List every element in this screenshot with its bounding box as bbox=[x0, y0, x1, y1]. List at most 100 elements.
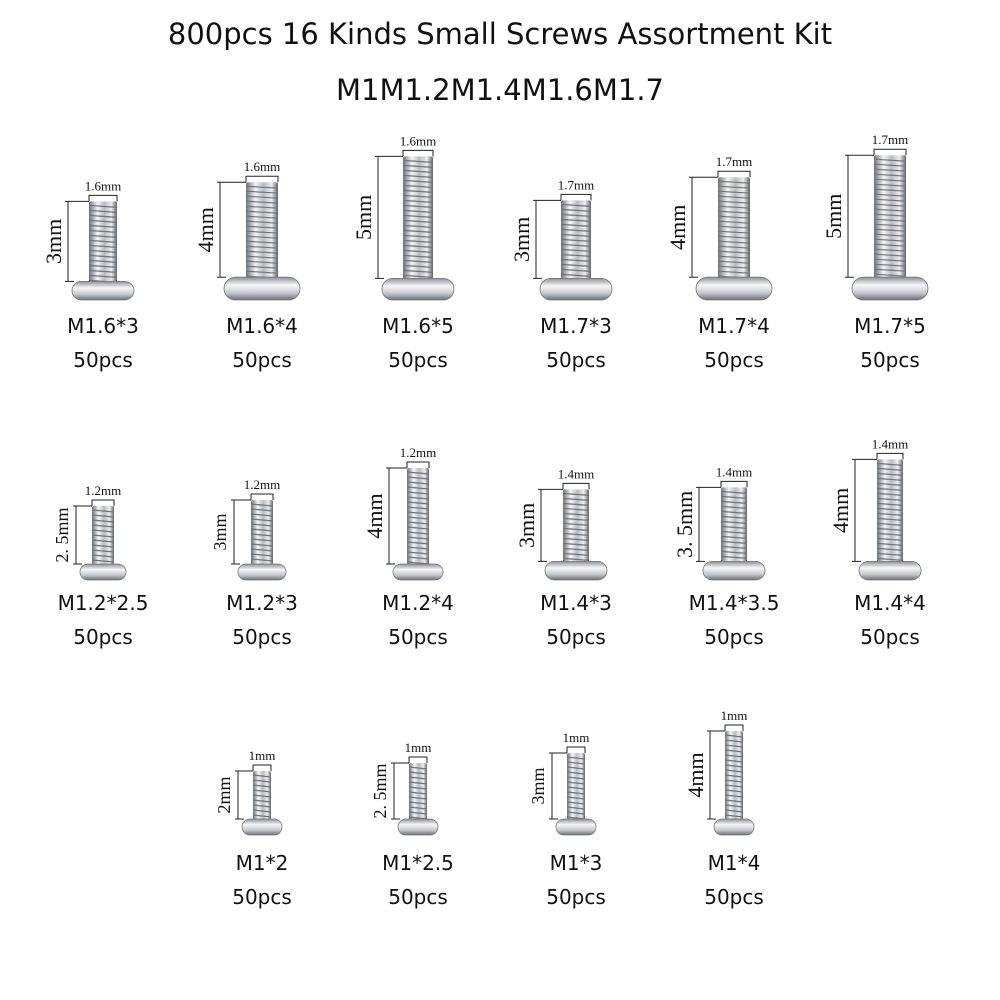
thread-groove bbox=[91, 524, 115, 528]
thread-groove bbox=[873, 163, 907, 167]
thread-groove bbox=[873, 228, 907, 232]
thread-groove bbox=[560, 218, 592, 222]
thread-groove bbox=[88, 234, 118, 238]
thread-groove bbox=[252, 789, 272, 793]
thread-groove bbox=[252, 809, 272, 813]
thread-groove bbox=[873, 203, 907, 207]
thread-groove bbox=[562, 517, 590, 521]
thread-groove bbox=[717, 220, 751, 224]
thread-groove bbox=[408, 786, 428, 790]
thread-groove bbox=[402, 164, 434, 168]
thread-groove bbox=[252, 814, 272, 818]
thread-groove bbox=[402, 269, 434, 273]
length-label: 2. 5mm bbox=[370, 763, 390, 818]
thread-groove bbox=[402, 219, 434, 223]
thread-groove bbox=[720, 500, 748, 504]
thread-groove bbox=[566, 766, 586, 770]
thread-groove bbox=[876, 472, 904, 476]
thread-groove bbox=[402, 174, 434, 178]
thread-groove bbox=[873, 218, 907, 222]
thread-groove bbox=[408, 806, 428, 810]
diameter-bracket bbox=[724, 724, 744, 731]
thread-groove bbox=[402, 244, 434, 248]
screw-name: M1.2*2.5 bbox=[58, 591, 149, 615]
screw-head bbox=[241, 818, 283, 836]
screw-quantity: 50pcs bbox=[546, 625, 606, 649]
screw-name: M1.7*3 bbox=[540, 314, 612, 338]
thread-groove bbox=[402, 194, 434, 198]
thread-groove bbox=[876, 542, 904, 546]
thread-groove bbox=[402, 189, 434, 193]
thread-groove bbox=[245, 225, 279, 229]
diameter-bracket bbox=[245, 175, 279, 183]
thread-groove bbox=[720, 490, 748, 494]
thread-groove bbox=[873, 253, 907, 257]
thread-groove bbox=[876, 502, 904, 506]
thread-groove bbox=[876, 497, 904, 501]
diameter-bracket bbox=[876, 452, 904, 460]
thread-groove bbox=[873, 248, 907, 252]
thread-groove bbox=[250, 543, 274, 547]
diameter-label: 1mm bbox=[249, 748, 276, 763]
thread-groove bbox=[720, 530, 748, 534]
diameter-bracket bbox=[873, 148, 907, 156]
thread-groove bbox=[724, 779, 744, 783]
thread-groove bbox=[873, 268, 907, 272]
thread-groove bbox=[252, 779, 272, 783]
thread-groove bbox=[406, 506, 430, 510]
thread-groove bbox=[724, 744, 744, 748]
diameter-label: 1mm bbox=[563, 730, 590, 745]
thread-groove bbox=[402, 214, 434, 218]
thread-groove bbox=[406, 511, 430, 515]
thread-groove bbox=[873, 158, 907, 162]
thread-groove bbox=[717, 240, 751, 244]
screw-quantity: 50pcs bbox=[73, 625, 133, 649]
thread-groove bbox=[720, 505, 748, 509]
length-label: 4mm bbox=[193, 207, 218, 252]
length-label: 3mm bbox=[41, 219, 66, 264]
thread-groove bbox=[402, 229, 434, 233]
screw-head bbox=[695, 276, 773, 301]
thread-groove bbox=[245, 215, 279, 219]
thread-groove bbox=[245, 195, 279, 199]
thread-groove bbox=[562, 527, 590, 531]
thread-groove bbox=[562, 532, 590, 536]
thread-groove bbox=[406, 536, 430, 540]
title: 800pcs 16 Kinds Small Screws Assortment … bbox=[168, 17, 832, 51]
thread-groove bbox=[724, 764, 744, 768]
thread-groove bbox=[873, 178, 907, 182]
thread-groove bbox=[566, 781, 586, 785]
screw-head bbox=[539, 277, 613, 301]
length-label: 4mm bbox=[362, 493, 387, 538]
diameter-bracket bbox=[402, 149, 434, 157]
thread-groove bbox=[408, 791, 428, 795]
diameter-label: 1mm bbox=[721, 708, 748, 723]
diameter-bracket bbox=[250, 493, 274, 500]
thread-groove bbox=[717, 270, 751, 274]
thread-groove bbox=[91, 559, 115, 563]
length-label: 3mm bbox=[514, 503, 539, 548]
thread-groove bbox=[876, 557, 904, 561]
screw-name: M1.7*5 bbox=[854, 314, 926, 338]
thread-groove bbox=[406, 501, 430, 505]
screw-head bbox=[79, 563, 127, 581]
screw-head bbox=[392, 563, 444, 581]
thread-groove bbox=[402, 249, 434, 253]
thread-groove bbox=[717, 260, 751, 264]
diameter-bracket bbox=[252, 764, 272, 771]
thread-groove bbox=[252, 804, 272, 808]
thread-groove bbox=[406, 551, 430, 555]
diameter-label: 1.7mm bbox=[716, 154, 752, 169]
thread-groove bbox=[876, 547, 904, 551]
screw-quantity: 50pcs bbox=[388, 348, 448, 372]
screw-quantity: 50pcs bbox=[704, 885, 764, 909]
thread-groove bbox=[245, 230, 279, 234]
thread-groove bbox=[717, 180, 751, 184]
screw-head bbox=[555, 818, 597, 836]
diameter-label: 1.2mm bbox=[400, 445, 436, 460]
thread-groove bbox=[88, 214, 118, 218]
thread-groove bbox=[717, 255, 751, 259]
thread-groove bbox=[562, 502, 590, 506]
thread-groove bbox=[408, 811, 428, 815]
thread-groove bbox=[566, 806, 586, 810]
